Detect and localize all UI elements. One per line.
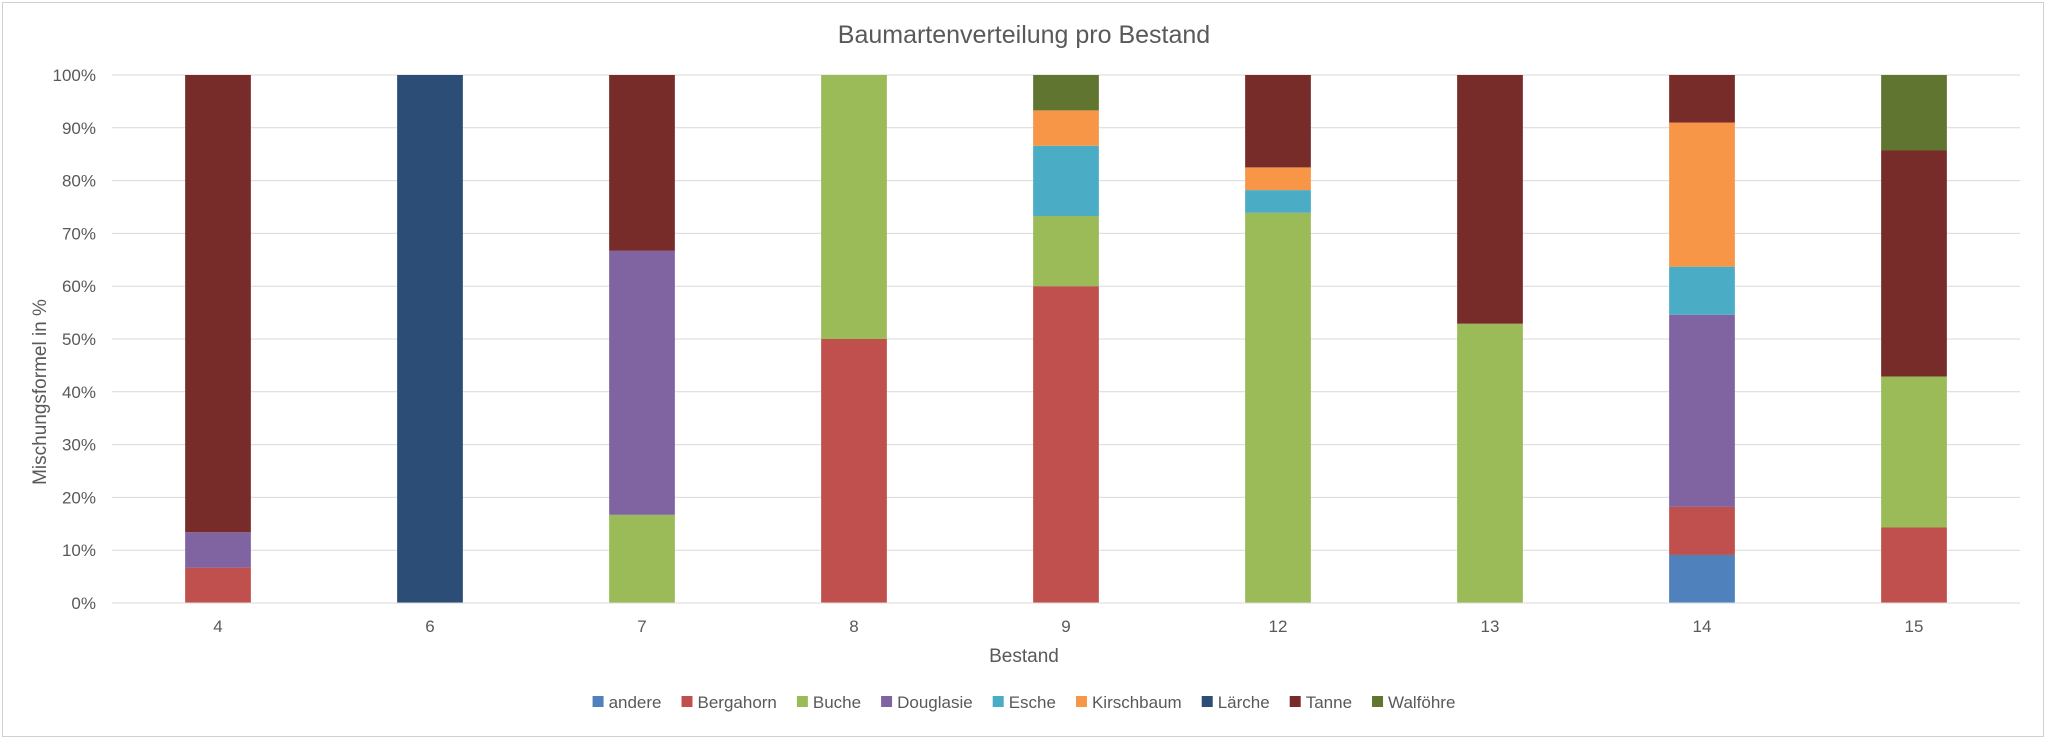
legend-label: Walföhre <box>1388 693 1455 712</box>
bar-segment <box>1669 266 1735 315</box>
y-tick-label: 80% <box>62 172 96 191</box>
legend: andere Bergahorn Buche Douglasie Esche Kirsch… <box>592 693 1455 712</box>
legend-swatch <box>1075 696 1087 707</box>
bar-segment <box>609 75 675 251</box>
legend-label: Tanne <box>1306 693 1352 712</box>
bar-segment <box>1245 75 1311 168</box>
bar-segment <box>1245 212 1311 604</box>
x-tick-label: 15 <box>1905 617 1924 636</box>
x-tick-label: 7 <box>637 617 646 636</box>
legend-label: Lärche <box>1218 693 1270 712</box>
legend-item: Tanne <box>1289 693 1352 712</box>
y-tick-label: 10% <box>62 541 96 560</box>
legend-label: Esche <box>1009 693 1056 712</box>
legend-label: Buche <box>813 693 861 712</box>
legend-item: Douglasie <box>881 693 973 712</box>
y-tick-label: 50% <box>62 330 96 349</box>
y-tick-label: 100% <box>53 66 96 85</box>
legend-swatch <box>681 696 693 707</box>
bar-segment <box>1881 527 1947 603</box>
bar-segment <box>185 75 251 533</box>
y-tick-label: 40% <box>62 383 96 402</box>
x-tick-label: 9 <box>1061 617 1070 636</box>
bar-segment <box>821 75 887 339</box>
y-tick-label: 30% <box>62 436 96 455</box>
legend-label: Bergahorn <box>698 693 777 712</box>
legend-item: Bergahorn <box>681 693 777 712</box>
bar-segment <box>1033 75 1099 111</box>
legend-label: Kirschbaum <box>1092 693 1182 712</box>
bar-segment <box>1457 323 1523 603</box>
bar-segment <box>1881 75 1947 151</box>
bar-segment <box>1881 150 1947 377</box>
x-tick-label: 8 <box>849 617 858 636</box>
bar-segment <box>1033 145 1099 216</box>
bar-segment <box>397 75 463 603</box>
legend-swatch <box>592 696 604 707</box>
legend-swatch <box>992 696 1004 707</box>
bar-segment <box>1033 110 1099 146</box>
bar-segment <box>609 250 675 515</box>
bar-segment <box>1669 506 1735 555</box>
bar-segment <box>1669 75 1735 123</box>
y-tick-label: 60% <box>62 277 96 296</box>
x-tick-label: 13 <box>1481 617 1500 636</box>
legend-swatch <box>1289 696 1301 707</box>
x-tick-label: 6 <box>425 617 434 636</box>
y-axis-tick-labels: 0% 10% 20% 30% 40% 50% 60% 70% 80% 90% 100% <box>53 66 96 613</box>
legend-item: andere <box>592 693 662 712</box>
chart-title: Baumartenverteilung pro Bestand <box>838 21 1210 49</box>
bar-segment <box>1881 376 1947 528</box>
bar-segment <box>1669 314 1735 507</box>
y-axis-title: Mischungsformel in % <box>30 299 51 485</box>
y-tick-label: 70% <box>62 224 96 243</box>
x-tick-label: 4 <box>213 617 222 636</box>
bar-segment <box>185 532 251 568</box>
bars <box>112 75 2020 604</box>
x-tick-label: 12 <box>1269 617 1288 636</box>
bar-segment <box>185 567 251 603</box>
bar-segment <box>1033 215 1099 287</box>
legend-item: Lärche <box>1201 693 1270 712</box>
legend-swatch <box>1201 696 1213 707</box>
y-tick-label: 90% <box>62 119 96 138</box>
legend-label: andere <box>609 693 662 712</box>
bar-segment <box>1245 167 1311 191</box>
legend-label: Douglasie <box>897 693 973 712</box>
x-tick-label: 14 <box>1693 617 1712 636</box>
legend-item: Esche <box>992 693 1056 712</box>
legend-item: Kirschbaum <box>1075 693 1182 712</box>
x-axis-title: Bestand <box>989 646 1059 667</box>
legend-item: Walföhre <box>1372 693 1455 712</box>
legend-item: Buche <box>796 693 861 712</box>
legend-swatch <box>1372 696 1384 707</box>
x-axis-tick-labels: 4 6 7 8 9 12 13 14 15 <box>213 617 1923 636</box>
bar-segment <box>609 514 675 603</box>
legend-swatch <box>796 696 808 707</box>
bar-segment <box>1669 122 1735 267</box>
bar-segment <box>1245 190 1311 213</box>
bar-segment <box>1033 286 1099 603</box>
bar-segment <box>1669 554 1735 603</box>
bar-segment <box>1457 75 1523 324</box>
y-tick-label: 0% <box>71 594 96 613</box>
bar-segment <box>821 339 887 603</box>
y-tick-label: 20% <box>62 488 96 507</box>
legend-swatch <box>881 696 893 707</box>
